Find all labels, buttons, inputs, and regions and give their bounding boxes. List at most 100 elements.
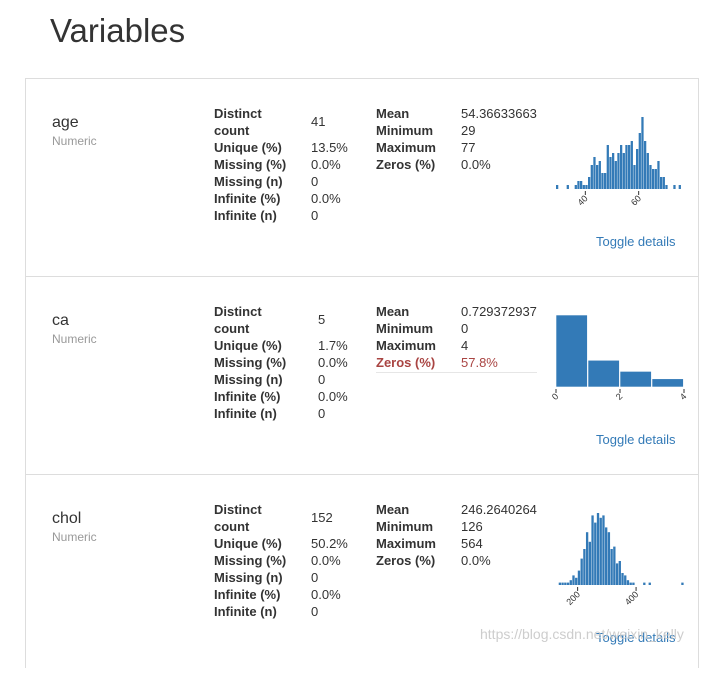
unique-pct-value: 50.2% [311,536,348,551]
histogram-bar [596,165,599,189]
histogram-bar [615,563,619,585]
variable-type: Numeric [52,134,97,148]
variable-name: ca [52,312,69,329]
distinct-count-label: Distinct count [214,502,262,534]
histogram-bar [564,582,567,585]
histogram-bar [556,185,559,189]
variable-row-ca: ca Numeric Distinct count Unique (%) Mis… [26,277,698,475]
axis-tick-label: 400 [623,589,641,607]
histogram-bar [629,582,632,585]
axis-tick-label: 200 [564,589,582,607]
minimum-value: 0 [461,321,469,336]
histogram-bar [660,177,663,189]
histogram-bar [572,575,575,585]
minimum-value: 126 [461,519,483,534]
distinct-count-value: 5 [318,312,326,327]
histogram-bar [587,359,620,388]
histogram-ca: 0 2 4 [550,314,689,402]
infinite-pct-value: 0.0% [311,587,341,602]
histogram-bar [569,580,572,585]
histogram-bar [620,145,623,189]
axis-tick-label: 2 [614,391,625,402]
infinite-pct-value: 0.0% [311,191,341,206]
histogram-bar [673,185,676,189]
variable-type: Numeric [52,530,97,544]
histogram-bar [636,149,639,189]
histogram-bar [593,157,596,189]
infinite-pct-label: Infinite (%) [214,587,281,602]
unique-pct-value: 13.5% [311,140,348,155]
histogram-bar [582,185,585,189]
histogram-bar [617,153,620,189]
axis-tick-label: 60 [629,193,643,207]
histogram-bar [614,161,617,189]
histogram-bar [580,558,583,585]
histogram-bar [604,173,607,189]
histogram-bar [622,153,625,189]
infinite-n-value: 0 [311,208,319,223]
toggle-details-link[interactable]: Toggle details [596,432,676,447]
histogram-bar [607,532,611,585]
histogram-bar [588,177,591,189]
variable-type: Numeric [52,332,97,346]
zeros-pct-label: Zeros (%) [376,553,436,568]
missing-pct-value: 0.0% [311,157,341,172]
mean-value: 0.7293729373 [461,304,537,319]
histogram-bar [649,165,652,189]
mean-value: 246.2640264 [461,502,537,517]
maximum-label: Maximum [376,140,436,155]
axis-tick-label: 0 [550,391,561,402]
histogram-bar [566,582,570,585]
histogram-bar [566,185,569,189]
maximum-value: 77 [461,140,476,155]
axis-tick-label: 4 [678,391,689,402]
histogram-bar [558,582,562,585]
zeros-pct-label: Zeros (%) [376,355,436,370]
histogram-bar [652,169,655,189]
histogram-bar [654,169,657,189]
variable-name: age [52,114,79,131]
missing-n-label: Missing (n) [214,570,283,585]
histogram-bar [574,185,577,189]
toggle-details-link[interactable]: Toggle details [596,630,676,645]
histogram-bar [580,181,583,189]
histogram-bar [657,161,660,189]
histogram-bar [618,561,621,585]
histogram-bar [628,145,631,189]
missing-n-value: 0 [318,372,326,387]
histogram-bar [626,580,630,585]
infinite-pct-value: 0.0% [318,389,348,404]
histogram-bar [601,173,604,189]
maximum-label: Maximum [376,338,436,353]
histogram-bar [641,117,644,189]
missing-pct-value: 0.0% [311,553,341,568]
histogram-bar [575,577,578,585]
histogram-bar [613,546,616,585]
distinct-count-label: Distinct count [214,304,262,336]
histogram-bar [583,549,586,585]
histogram-bar [630,141,633,189]
mean-label: Mean [376,502,410,517]
zeros-pct-value: 57.8% [461,355,498,370]
histogram-bar [598,161,601,189]
histogram-bar [599,517,602,585]
histogram-bar [643,582,646,585]
histogram-bar [588,541,591,585]
infinite-n-label: Infinite (n) [214,208,277,223]
maximum-label: Maximum [376,536,436,551]
histogram-bar [605,527,608,585]
distinct-count-value: 41 [311,114,326,129]
maximum-value: 564 [461,536,483,551]
missing-n-label: Missing (n) [214,174,283,189]
warning-divider [376,372,537,373]
axis-tick-label: 40 [576,193,590,207]
infinite-n-label: Infinite (n) [214,406,277,421]
histogram-chol: 200 400 [558,513,684,607]
infinite-n-label: Infinite (n) [214,604,277,619]
histogram-age: 40 60 [556,117,681,207]
toggle-details-link[interactable]: Toggle details [596,234,676,249]
minimum-label: Minimum [376,321,434,336]
missing-pct-label: Missing (%) [214,553,287,568]
minimum-label: Minimum [376,519,434,534]
histogram-bar [662,177,665,189]
